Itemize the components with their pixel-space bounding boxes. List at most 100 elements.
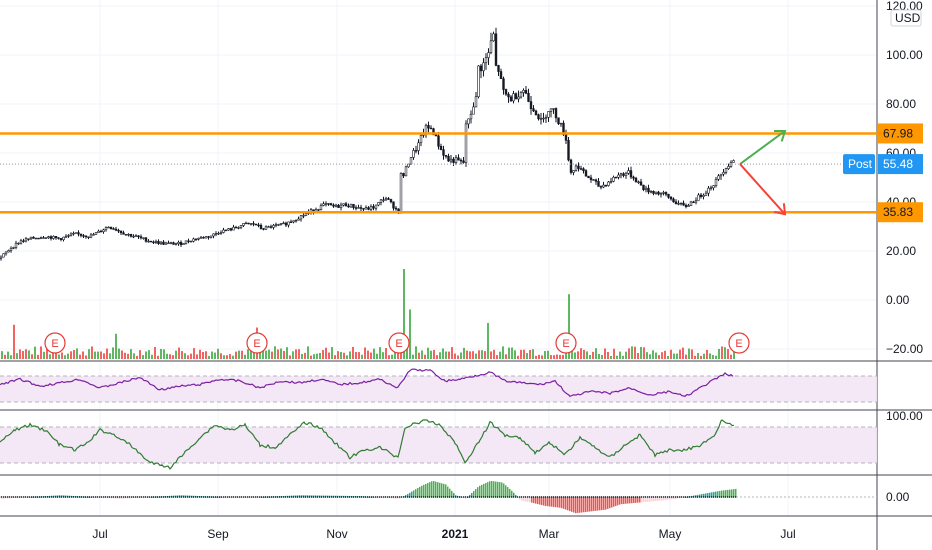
volume-bar bbox=[55, 350, 57, 359]
macd-signal-dot bbox=[463, 496, 465, 498]
macd-signal-dot bbox=[235, 496, 237, 498]
projection-down-arrowhead[interactable] bbox=[774, 203, 787, 216]
volume-bar bbox=[232, 355, 234, 359]
macd-signal-dot bbox=[147, 496, 149, 498]
macd-signal-dot bbox=[265, 496, 267, 498]
price-axis[interactable]: 120.00100.0080.0060.0040.0020.000.00−20.… bbox=[843, 0, 923, 504]
macd-signal-dot bbox=[189, 496, 191, 498]
candle-body bbox=[609, 181, 613, 183]
earnings-marker[interactable] bbox=[44, 332, 66, 354]
volume-bar bbox=[589, 354, 591, 359]
candle-body bbox=[694, 200, 698, 203]
macd-bar bbox=[709, 492, 711, 497]
macd-bar bbox=[539, 497, 541, 505]
macd-signal-dot bbox=[87, 496, 89, 498]
macd-bar bbox=[659, 497, 661, 501]
macd-signal-dot bbox=[435, 496, 437, 498]
macd-signal-dot bbox=[555, 496, 557, 498]
volume-bar bbox=[97, 351, 99, 359]
volume-bar bbox=[196, 354, 198, 359]
candle-body bbox=[302, 215, 305, 217]
volume-bar bbox=[52, 351, 54, 359]
macd-bar bbox=[475, 489, 477, 497]
macd-signal-dot bbox=[183, 496, 185, 498]
earnings-marker[interactable] bbox=[728, 332, 750, 354]
volume-bar bbox=[598, 353, 600, 359]
macd-signal-dot bbox=[681, 496, 683, 498]
macd-signal-dot bbox=[489, 496, 491, 498]
candle-body bbox=[712, 185, 715, 189]
macd-bar bbox=[633, 497, 635, 504]
macd-signal-dot bbox=[241, 496, 243, 498]
macd-signal-dot bbox=[499, 496, 501, 498]
candle-body bbox=[687, 205, 690, 207]
macd-bar bbox=[551, 497, 553, 507]
macd-bar bbox=[451, 490, 453, 497]
candle-body bbox=[134, 235, 138, 237]
macd-signal-dot bbox=[693, 496, 695, 498]
level-price-badge[interactable] bbox=[878, 123, 923, 144]
macd-signal-dot bbox=[335, 496, 337, 498]
support-resistance-lines[interactable] bbox=[0, 132, 877, 214]
time-axis[interactable]: Jul Sep Nov 2021 Mar May Jul bbox=[92, 527, 795, 541]
volume-bar bbox=[673, 353, 675, 359]
macd-signal-dot bbox=[219, 496, 221, 498]
macd-signal-dot bbox=[105, 496, 107, 498]
macd-bar bbox=[429, 482, 431, 497]
macd-signal-dot bbox=[605, 496, 607, 498]
macd-signal-dot bbox=[383, 496, 385, 498]
macd-bar bbox=[705, 493, 707, 497]
volume-bar bbox=[271, 351, 273, 359]
macd-signal-dot bbox=[439, 496, 441, 498]
post-market-badge[interactable] bbox=[843, 154, 875, 175]
volume-bar bbox=[718, 348, 720, 359]
volume-bar bbox=[172, 355, 174, 359]
macd-signal-dot bbox=[53, 496, 55, 498]
volume-bar bbox=[559, 354, 561, 359]
macd-signal-dot bbox=[195, 496, 197, 498]
candle-body bbox=[327, 203, 330, 205]
volume-bar bbox=[490, 351, 492, 359]
candle-body bbox=[697, 194, 700, 201]
projection-down-arrow[interactable] bbox=[739, 163, 786, 215]
volume-bar bbox=[373, 348, 375, 359]
candle-body bbox=[197, 237, 200, 240]
candle-body bbox=[82, 235, 85, 237]
candle-body bbox=[684, 204, 688, 207]
volume-bar bbox=[40, 346, 42, 359]
macd-signal-dot bbox=[145, 496, 147, 498]
currency-box[interactable] bbox=[890, 9, 922, 27]
macd-bar bbox=[421, 485, 423, 497]
projection-up-arrowhead[interactable] bbox=[773, 129, 787, 142]
candle-body bbox=[79, 233, 83, 236]
candle-body bbox=[464, 123, 468, 163]
earnings-marker[interactable] bbox=[388, 332, 410, 354]
volume-bar bbox=[565, 352, 567, 359]
macd-signal-dot bbox=[39, 496, 41, 498]
earnings-marker[interactable] bbox=[246, 332, 268, 354]
volume-bar bbox=[112, 347, 114, 359]
macd-signal-dot bbox=[143, 496, 145, 498]
candle-body bbox=[269, 226, 273, 228]
last-price-badge[interactable] bbox=[878, 154, 923, 175]
macd-bar bbox=[547, 497, 549, 507]
volume-bar bbox=[376, 353, 378, 359]
projection-up-arrow[interactable] bbox=[739, 130, 786, 165]
earnings-marker[interactable] bbox=[555, 332, 577, 354]
macd-bar bbox=[727, 489, 729, 497]
macd-bar bbox=[653, 497, 655, 502]
macd-signal-dot bbox=[91, 496, 93, 498]
macd-signal-dot bbox=[653, 496, 655, 498]
level-price-badge[interactable] bbox=[878, 202, 923, 223]
candle-body bbox=[372, 206, 375, 209]
macd-bar bbox=[569, 497, 571, 512]
macd-signal-dot bbox=[327, 496, 329, 498]
projection-arrows[interactable] bbox=[739, 129, 787, 216]
volume-bar bbox=[109, 353, 111, 359]
volume-bar bbox=[640, 346, 642, 359]
volume-bar bbox=[613, 348, 615, 359]
macd-bar bbox=[627, 497, 629, 504]
macd-signal-dot bbox=[451, 496, 453, 498]
macd-signal-dot bbox=[239, 496, 241, 498]
